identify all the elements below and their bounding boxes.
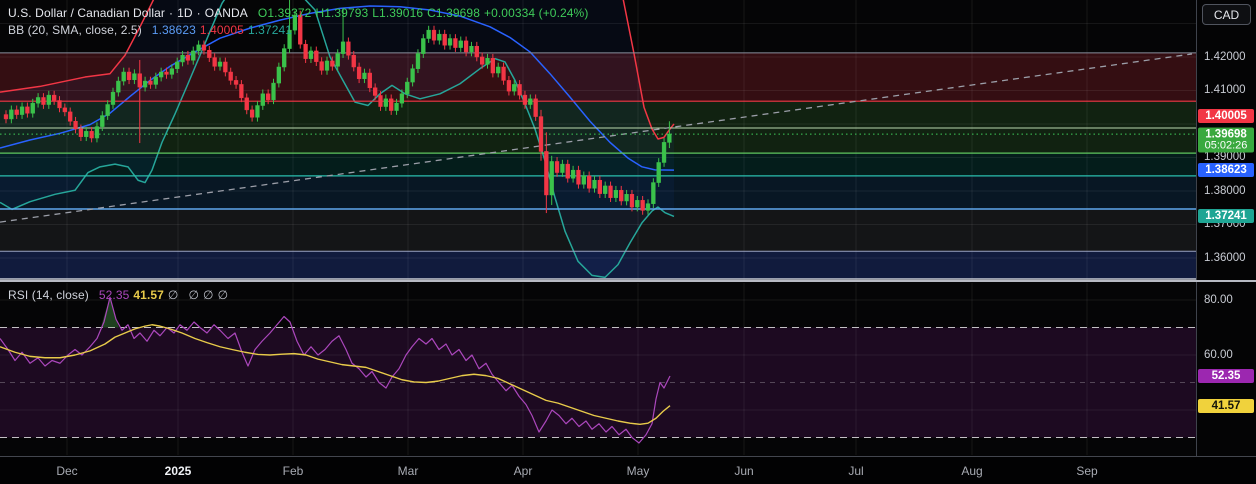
rsi-values: 52.35 41.57 ∅ ∅ ∅ ∅	[99, 288, 232, 302]
bb-value-0: 1.38623	[151, 23, 196, 37]
price-badge-1.40005: 1.40005	[1198, 109, 1254, 123]
price-pane-canvas[interactable]	[0, 0, 1196, 281]
rsi-value-1: 41.57	[133, 288, 164, 302]
rsi-indicator-legend[interactable]: RSI (14, close) 52.35 41.57 ∅ ∅ ∅ ∅	[8, 288, 236, 302]
dot-separator-2: ·	[196, 6, 201, 20]
pane-separator[interactable]	[0, 280, 1256, 282]
symbol-title: U.S. Dollar / Canadian Dollar	[8, 6, 165, 20]
rsi-tick-60.00: 60.00	[1204, 349, 1233, 361]
rsi-badge-41.57: 41.57	[1198, 398, 1254, 413]
price-badge-1.38623: 1.38623	[1198, 163, 1254, 177]
bb-label: BB (20, SMA, close, 2.5)	[8, 23, 142, 37]
price-tick-1.39000: 1.39000	[1204, 151, 1246, 164]
ohlc-values: O1.39372 H1.39793 L1.39016 C1.39698 +0.00334…	[258, 6, 593, 20]
price-tick-1.42000: 1.42000	[1204, 50, 1246, 63]
ohlc-item-L: L1.39016	[372, 6, 424, 20]
change-value: +0.00334 (+0.24%)	[483, 6, 589, 20]
time-axis-label-Apr[interactable]: Apr	[513, 464, 533, 478]
rsi-pane-canvas[interactable]	[0, 283, 1196, 455]
bb-indicator-legend[interactable]: BB (20, SMA, close, 2.5) 1.38623 1.40005 1.…	[8, 23, 300, 37]
rsi-empty-set-3: ∅	[217, 288, 229, 302]
price-badge-1.37241: 1.37241	[1198, 209, 1254, 223]
time-axis-label-Jul[interactable]: Jul	[848, 464, 864, 478]
time-axis-label-Mar[interactable]: Mar	[397, 464, 419, 478]
time-axis-label-Aug[interactable]: Aug	[961, 464, 983, 478]
currency-button[interactable]: CAD	[1202, 4, 1251, 25]
interval-label: 1D	[177, 6, 193, 20]
price-badge-1.39698: 1.39698 05:02:26	[1198, 127, 1254, 153]
bb-value-1: 1.40005	[199, 23, 244, 37]
bb-value-2: 1.37241	[247, 23, 293, 37]
rsi-label: RSI (14, close)	[8, 288, 89, 302]
time-axis-label-2025[interactable]: 2025	[164, 464, 192, 478]
rsi-legend-wrap: RSI (14, close) 52.35 41.57 ∅ ∅ ∅ ∅	[0, 283, 700, 303]
time-axis-label-Jun[interactable]: Jun	[734, 464, 754, 478]
ohlc-item-H: H1.39793	[315, 6, 369, 20]
dot-separator-1: ·	[168, 6, 174, 20]
chart-region: U.S. Dollar / Canadian Dollar · 1D · OANDA O1…	[0, 0, 1256, 455]
ohlc-item-O: O1.39372	[257, 6, 312, 20]
bb-values: 1.38623 1.40005 1.37241	[152, 23, 296, 37]
countdown-timer: 05:02:26	[1204, 139, 1248, 152]
rsi-empty-set-2: ∅	[203, 288, 214, 302]
time-axis-label-Sep[interactable]: Sep	[1076, 464, 1098, 478]
rsi-value-0: 52.35	[98, 288, 130, 302]
time-axis-label-Dec[interactable]: Dec	[56, 464, 78, 478]
time-axis[interactable]: Dec 2025 Feb Mar Apr May Jun Jul Aug Sep	[0, 456, 1256, 484]
price-tick-1.38000: 1.38000	[1204, 184, 1246, 197]
ohlc-item-C: C1.39698	[427, 6, 480, 20]
time-axis-label-Feb[interactable]: Feb	[282, 464, 304, 478]
rsi-badge-52.35: 52.35	[1198, 369, 1254, 384]
price-tick-1.36000: 1.36000	[1204, 251, 1246, 264]
time-axis-label-May[interactable]: May	[626, 464, 650, 478]
rsi-tick-80.00: 80.00	[1204, 294, 1233, 306]
symbol-legend[interactable]: U.S. Dollar / Canadian Dollar · 1D · OANDA O1…	[8, 6, 596, 20]
price-tick-1.41000: 1.41000	[1204, 84, 1246, 97]
rsi-empty-set-1: ∅	[188, 288, 200, 302]
rsi-empty-set-0: ∅	[167, 288, 179, 302]
price-axis[interactable]: CAD 1.42000 1.41000 1.39000 1.38000 1.37000 1…	[1196, 0, 1256, 456]
exchange-label: OANDA	[204, 6, 248, 20]
